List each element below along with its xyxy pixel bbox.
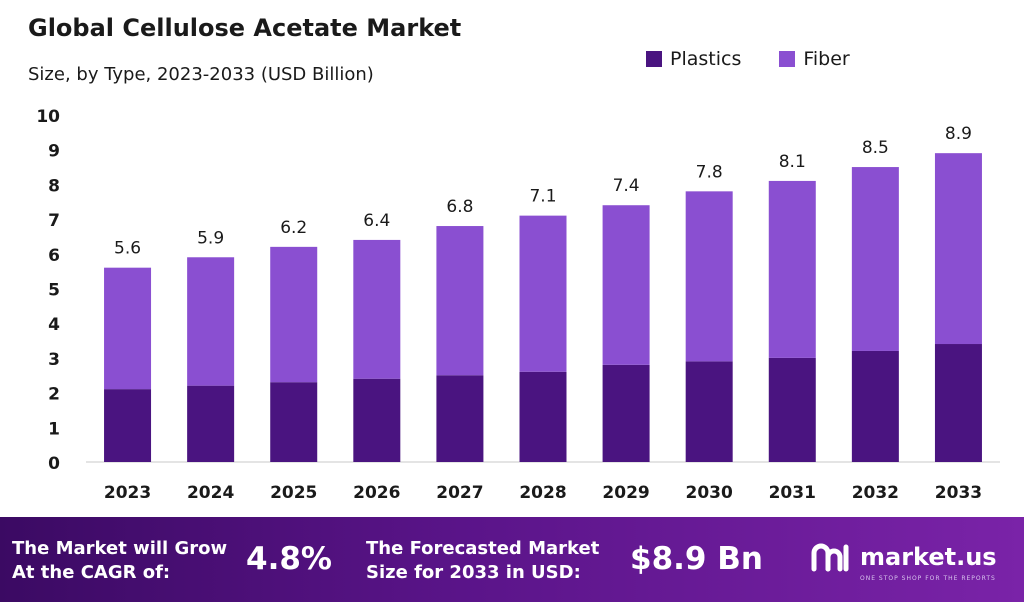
y-tick-label: 4 [48, 315, 60, 335]
brand-logo: market.us [810, 539, 997, 575]
forecast-value: $8.9 Bn [630, 541, 763, 577]
y-tick-label: 0 [48, 454, 60, 474]
data-label-total-2024: 5.9 [197, 228, 224, 248]
y-tick-label: 3 [48, 350, 60, 370]
legend-label-fiber: Fiber [803, 48, 850, 70]
bar-fiber-2031 [768, 180, 816, 358]
bar-fiber-2030 [685, 191, 733, 362]
y-tick-label: 7 [48, 211, 60, 231]
brand-tagline: ONE STOP SHOP FOR THE REPORTS [860, 575, 996, 582]
data-label-total-2030: 7.8 [696, 162, 723, 182]
data-label-total-2027: 6.8 [446, 197, 473, 217]
cagr-caption-line2: At the CAGR of: [12, 562, 171, 583]
y-tick-label: 6 [48, 246, 60, 266]
x-tick-label: 2025 [270, 483, 317, 503]
forecast-caption-line1: The Forecasted Market [366, 538, 600, 559]
x-tick-label: 2028 [519, 483, 566, 503]
y-tick-label: 1 [48, 419, 60, 439]
bar-plastics-2030 [685, 361, 733, 462]
data-label-total-2029: 7.4 [613, 176, 640, 196]
legend-item-plastics: Plastics [646, 48, 741, 70]
bar-plastics-2023 [104, 389, 152, 462]
bar-plastics-2032 [851, 350, 899, 462]
bar-chart: 0 1 2 3 4 5 6 7 8 9 10 5.6 2023 5.9 2024 6.2 2025 6.4 2026… [36, 107, 1000, 503]
forecast-caption-line2: Size for 2033 in USD: [366, 562, 581, 583]
bar-fiber-2029 [602, 205, 650, 365]
data-label-total-2026: 6.4 [363, 211, 390, 231]
x-tick-label: 2033 [935, 483, 982, 503]
bar-plastics-2025 [270, 382, 318, 462]
y-tick-label: 2 [48, 385, 60, 405]
data-label-total-2028: 7.1 [529, 187, 556, 207]
legend-swatch-plastics [646, 51, 662, 67]
bar-plastics-2027 [436, 375, 484, 462]
bar-plastics-2026 [353, 378, 401, 462]
data-label-total-2023: 5.6 [114, 239, 141, 259]
y-tick-label: 9 [48, 142, 60, 162]
legend-swatch-fiber [779, 51, 796, 67]
bar-plastics-2033 [934, 344, 982, 462]
x-tick-label: 2023 [104, 483, 151, 503]
y-tick-label: 10 [36, 107, 60, 127]
x-tick-label: 2029 [602, 483, 649, 503]
legend-label-plastics: Plastics [670, 48, 742, 70]
brand-name: market.us [860, 543, 997, 571]
bar-fiber-2026 [353, 239, 401, 379]
bar-plastics-2029 [602, 364, 650, 462]
footer-banner: The Market will Grow At the CAGR of: 4.8… [0, 517, 1024, 602]
bar-fiber-2028 [519, 215, 567, 372]
forecast-caption: The Forecasted Market Size for 2033 in U… [366, 537, 599, 585]
bar-fiber-2024 [187, 257, 235, 386]
data-label-total-2032: 8.5 [862, 138, 889, 158]
bar-fiber-2027 [436, 226, 484, 376]
cagr-caption-line1: The Market will Grow [12, 538, 228, 559]
legend: Plastics Fiber [646, 48, 888, 70]
bar-plastics-2031 [768, 357, 816, 462]
bar-fiber-2023 [104, 267, 152, 390]
y-tick-label: 5 [48, 281, 60, 301]
bar-plastics-2024 [187, 385, 235, 462]
x-tick-label: 2026 [353, 483, 400, 503]
chart-title: Global Cellulose Acetate Market [28, 14, 462, 42]
market-us-logo-icon [811, 543, 849, 572]
legend-item-fiber: Fiber [779, 48, 850, 70]
x-tick-label: 2032 [852, 483, 899, 503]
y-tick-label: 8 [48, 176, 60, 196]
bar-fiber-2033 [934, 153, 982, 345]
cagr-value: 4.8% [246, 541, 332, 577]
x-tick-label: 2027 [436, 483, 483, 503]
bar-fiber-2025 [270, 246, 318, 383]
x-tick-label: 2031 [769, 483, 816, 503]
data-label-total-2025: 6.2 [280, 218, 307, 238]
data-label-total-2031: 8.1 [779, 152, 806, 172]
bar-plastics-2028 [519, 371, 567, 462]
x-tick-label: 2030 [686, 483, 733, 503]
x-tick-label: 2024 [187, 483, 234, 503]
chart-subtitle: Size, by Type, 2023-2033 (USD Billion) [28, 64, 374, 85]
bar-fiber-2032 [851, 167, 899, 351]
cagr-caption: The Market will Grow At the CAGR of: [12, 537, 227, 585]
data-label-total-2033: 8.9 [945, 124, 972, 144]
